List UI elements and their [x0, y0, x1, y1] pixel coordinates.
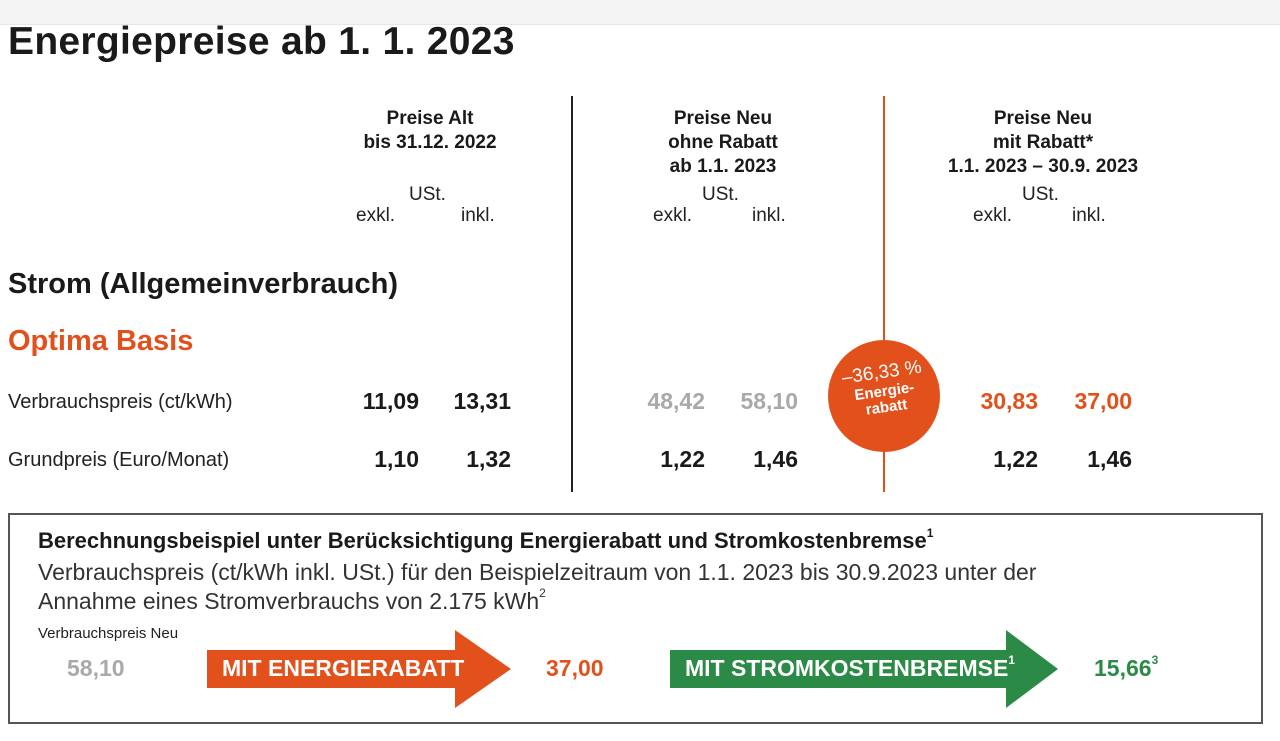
col-alt-ust: USt. [409, 184, 446, 205]
example-title: Berechnungsbeispiel unter Berücksichtigu… [38, 526, 934, 554]
arrow-stromkostenbremse-shape [670, 630, 1058, 708]
row2-alt-inkl: 1,32 [466, 446, 511, 472]
example-text-line1: Verbrauchspreis (ct/kWh inkl. USt.) für … [38, 559, 1037, 585]
col-alt-line1: Preise Alt [386, 108, 474, 129]
col-neu-line1: Preise Neu [673, 108, 773, 129]
arrow-energierabatt [207, 630, 511, 708]
row1-neu-inkl: 58,10 [740, 388, 798, 414]
col-header-rabatt: Preise Neu mit Rabatt* 1.1. 2023 – 30.9.… [903, 107, 1183, 179]
example-value-start: 58,10 [67, 655, 125, 681]
col-header-alt: Preise Alt bis 31.12. 2022 [330, 107, 530, 155]
product-name: Optima Basis [8, 325, 194, 357]
row-label-verbrauchspreis: Verbrauchspreis (ct/kWh) [8, 391, 233, 413]
example-title-text: Berechnungsbeispiel unter Berücksichtigu… [38, 528, 927, 553]
example-title-sup: 1 [926, 526, 934, 540]
arrow-stromkostenbremse-sup: 1 [1008, 653, 1015, 667]
col-neu-exkl: exkl. [653, 205, 693, 226]
example-text-line2-text: Annahme eines Stromverbrauchs von 2.175 … [38, 588, 540, 614]
example-text-line2: Annahme eines Stromverbrauchs von 2.175 … [38, 586, 546, 615]
col-alt-line2: bis 31.12. 2022 [363, 132, 497, 153]
example-value-end-text: 15,66 [1094, 655, 1152, 681]
row2-neu-inkl: 1,46 [753, 446, 798, 472]
row2-neu-exkl: 1,22 [660, 446, 705, 472]
col-neu-ust: USt. [702, 184, 739, 205]
example-value-mid: 37,00 [546, 655, 604, 681]
col-rabatt-line1: Preise Neu [993, 108, 1093, 129]
example-text-sup: 2 [539, 586, 546, 600]
example-box [8, 513, 1263, 724]
row1-alt-inkl: 13,31 [453, 388, 511, 414]
row2-rab-exkl: 1,22 [993, 446, 1038, 472]
col-neu-line3: ab 1.1. 2023 [669, 156, 777, 177]
col-neu-inkl: inkl. [752, 205, 786, 226]
col-rabatt-inkl: inkl. [1072, 205, 1106, 226]
col-neu-line2: ohne Rabatt [668, 132, 778, 153]
arrow-stromkostenbremse [670, 630, 1058, 708]
col-rabatt-exkl: exkl. [973, 205, 1013, 226]
arrow-stromkostenbremse-text: MIT STROMKOSTENBREMSE [685, 655, 1009, 681]
col-alt-inkl: inkl. [461, 205, 495, 226]
row1-rab-inkl: 37,00 [1074, 388, 1132, 414]
example-small-label: Verbrauchspreis Neu [38, 625, 179, 642]
row2-rab-inkl: 1,46 [1087, 446, 1132, 472]
arrow-stromkostenbremse-label: MIT STROMKOSTENBREMSE1 [685, 653, 1015, 682]
col-header-neu: Preise Neu ohne Rabatt ab 1.1. 2023 [623, 107, 823, 179]
example-value-end: 15,663 [1094, 653, 1159, 682]
arrow-energierabatt-shape [207, 630, 511, 708]
example-value-end-sup: 3 [1151, 653, 1159, 667]
col-rabatt-ust: USt. [1022, 184, 1059, 205]
section-title: Strom (Allgemeinverbrauch) [8, 268, 398, 300]
row1-rab-exkl: 30,83 [980, 388, 1038, 414]
row1-neu-exkl: 48,42 [647, 388, 705, 414]
top-bar [0, 0, 1280, 25]
divider-line-orange [883, 96, 885, 492]
energy-discount-badge: –36,33 % Energie- rabatt [828, 340, 940, 452]
page-title: Energiepreise ab 1. 1. 2023 [8, 20, 515, 63]
col-alt-exkl: exkl. [356, 205, 396, 226]
row2-alt-exkl: 1,10 [374, 446, 419, 472]
arrow-energierabatt-label: MIT ENERGIERABATT [222, 655, 465, 681]
row1-alt-exkl: 11,09 [362, 388, 419, 414]
divider-line-black [571, 96, 573, 492]
row-label-grundpreis: Grundpreis (Euro/Monat) [8, 449, 230, 471]
col-rabatt-line3: 1.1. 2023 – 30.9. 2023 [947, 156, 1139, 177]
col-rabatt-line2: mit Rabatt* [992, 132, 1094, 153]
